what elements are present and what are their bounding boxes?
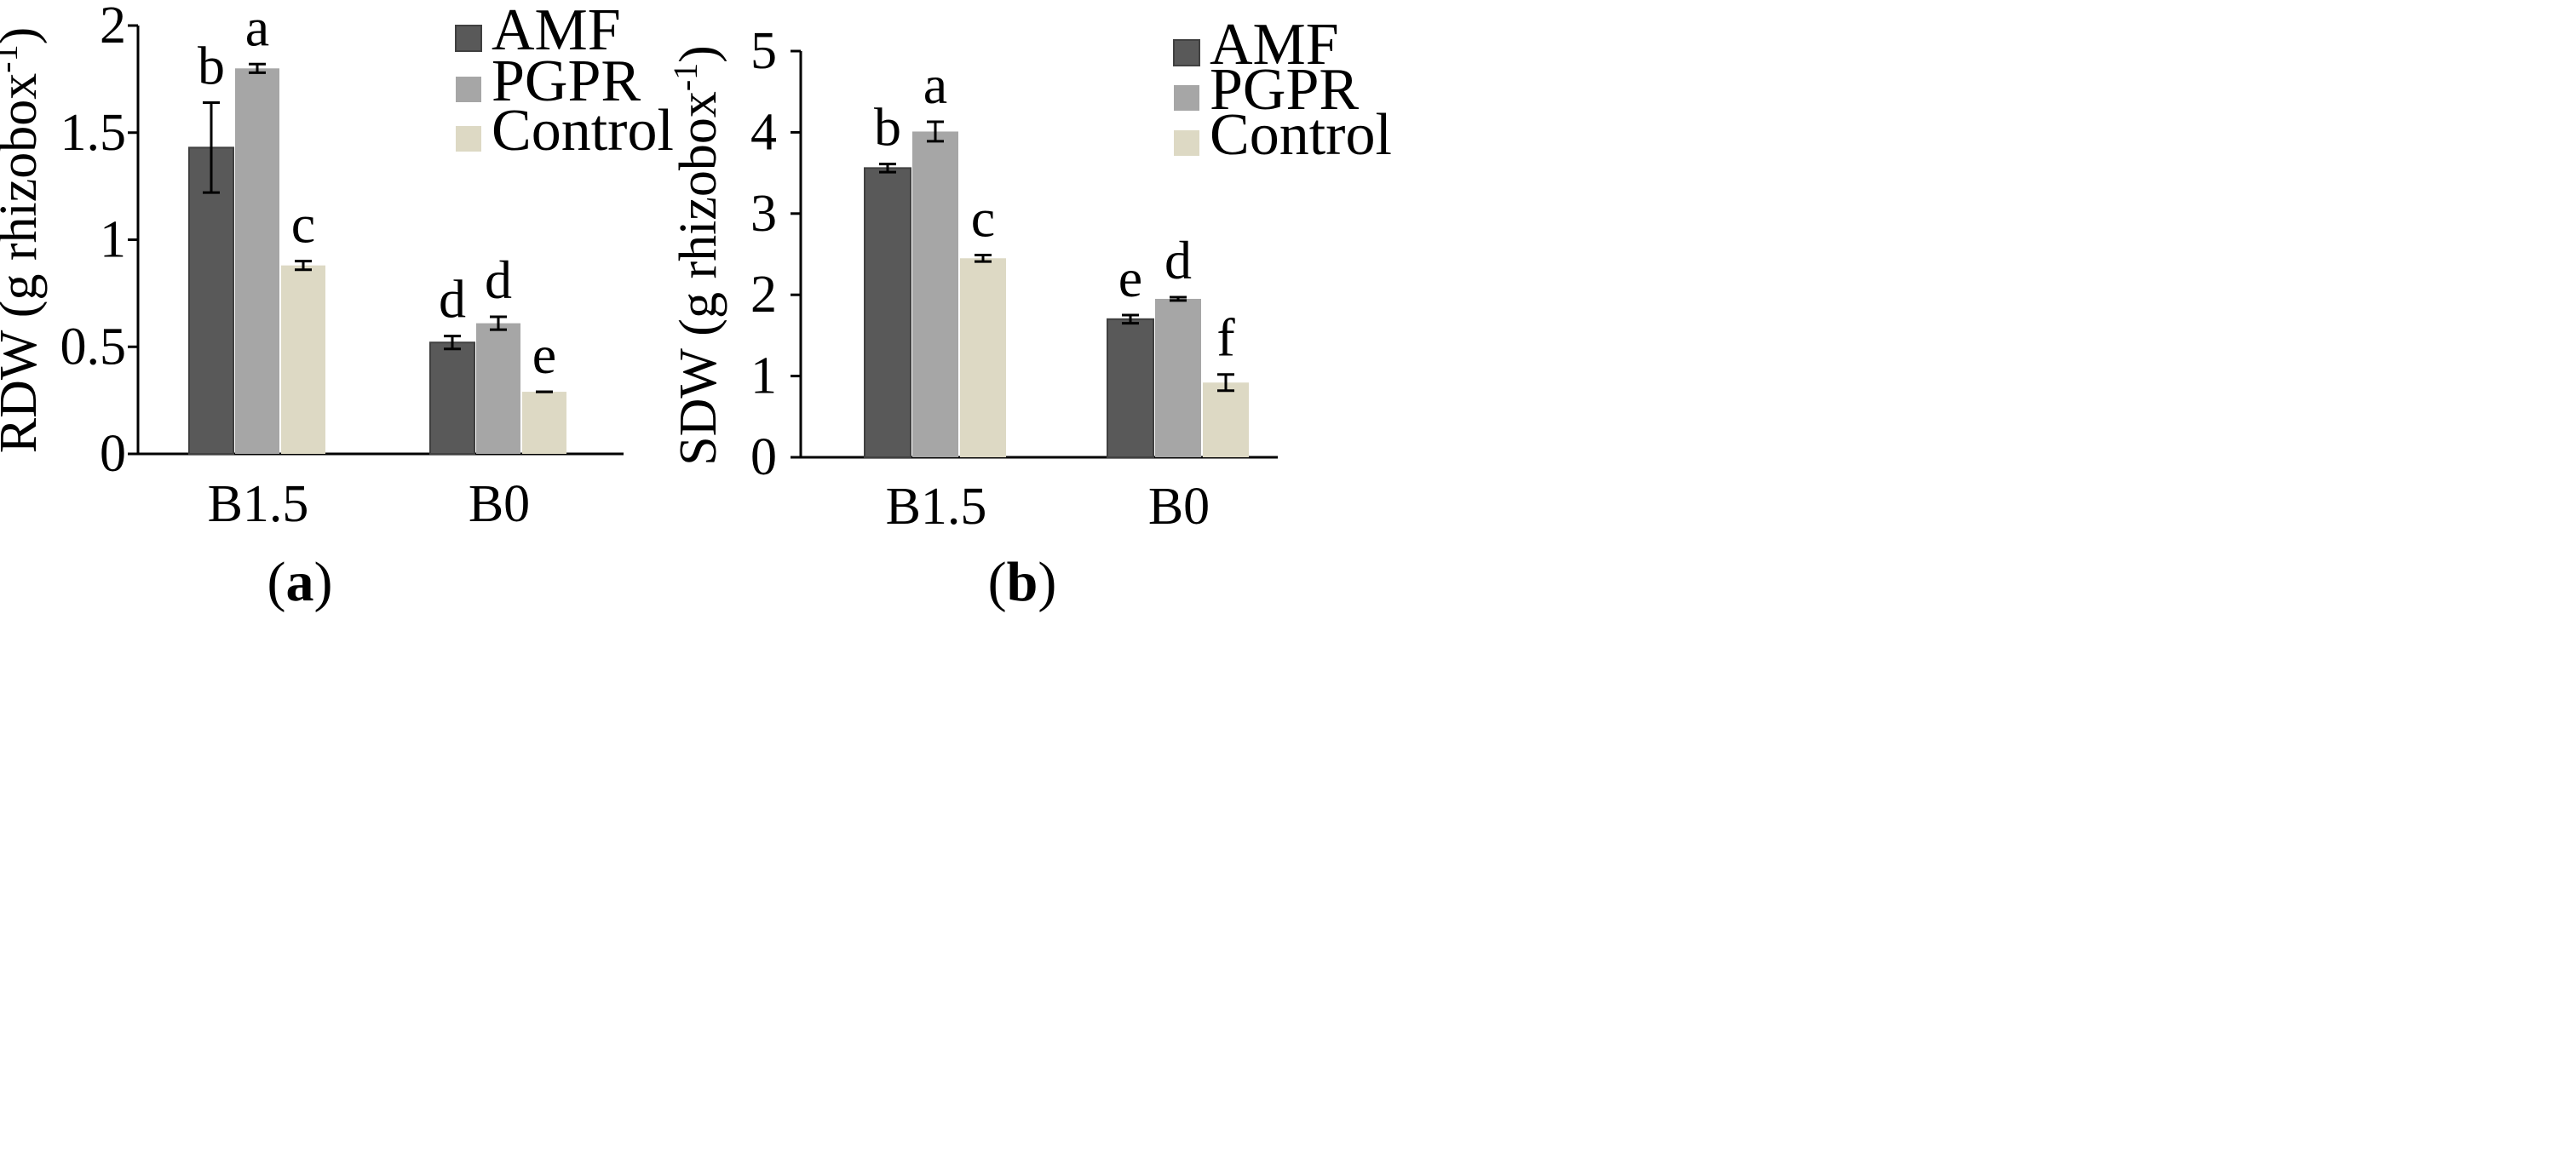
y-tick-label: 4 xyxy=(750,103,777,161)
significance-letter: d xyxy=(439,269,466,330)
bar-control-b0 xyxy=(1203,382,1249,457)
bar-control-b15 xyxy=(960,258,1006,457)
panel-label: (b) xyxy=(988,551,1057,613)
legend-label-pgpr: PGPR xyxy=(492,49,641,114)
y-tick-label: 0 xyxy=(750,428,777,486)
legend-label-pgpr: PGPR xyxy=(1210,57,1359,123)
panel-label: (a) xyxy=(267,551,333,613)
legend-swatch-control xyxy=(456,126,481,152)
chart-panel-b: 0 1 2 3 4 5 SDW (g rhizobox-1) ba c B1.5 e df B0 AMFP… xyxy=(666,12,1392,613)
legend-label-amf: AMF xyxy=(1210,12,1339,77)
significance-letter: a xyxy=(245,0,269,57)
bar-amf-b15 xyxy=(864,167,911,458)
bar-pgpr-b15 xyxy=(912,131,958,458)
y-tick-label: 3 xyxy=(750,185,777,243)
significance-letter: d xyxy=(1164,230,1192,290)
bar-pgpr-b0 xyxy=(476,323,520,454)
bar-amf-b0 xyxy=(429,341,475,455)
bar-control-b15 xyxy=(281,265,325,454)
significance-letter: c xyxy=(291,194,315,255)
legend-swatch-amf xyxy=(455,25,482,52)
y-tick-label: 1.5 xyxy=(60,104,127,162)
significance-letter: c xyxy=(971,187,995,248)
significance-letter: b xyxy=(198,36,225,96)
significance-letter: e xyxy=(532,324,556,385)
significance-letter: b xyxy=(874,97,901,158)
bar-pgpr-b15 xyxy=(235,68,279,455)
y-axis-label: RDW (g rhizobox-1) xyxy=(0,27,48,454)
legend-swatch-pgpr xyxy=(1174,85,1199,111)
legend-label-control: Control xyxy=(1210,102,1392,168)
y-tick-label: 5 xyxy=(750,22,777,80)
y-tick-label: 1 xyxy=(750,347,777,405)
y-tick-label: 0.5 xyxy=(60,318,127,376)
y-tick-label: 2 xyxy=(100,0,126,54)
y-tick-label: 0 xyxy=(100,425,126,483)
x-category-label: B1.5 xyxy=(886,478,987,536)
significance-letter: e xyxy=(1118,248,1142,308)
bar-pgpr-b0 xyxy=(1155,298,1201,457)
significance-letter: f xyxy=(1216,307,1235,368)
x-category-label: B1.5 xyxy=(208,475,309,533)
legend-label-control: Control xyxy=(492,98,674,163)
y-tick-label: 2 xyxy=(750,266,777,324)
legend-swatch-pgpr xyxy=(456,77,481,102)
y-axis-label: SDW (g rhizobox-1) xyxy=(666,45,727,466)
legend-swatch-amf xyxy=(1173,39,1200,66)
legend-swatch-control xyxy=(1174,130,1199,156)
bar-control-b0 xyxy=(522,392,566,454)
significance-letter: a xyxy=(923,54,947,115)
legend-label-amf: AMF xyxy=(492,0,621,63)
y-tick-label: 1 xyxy=(100,211,126,269)
x-category-label: B0 xyxy=(1148,478,1210,536)
bar-amf-b0 xyxy=(1107,318,1154,458)
x-category-label: B0 xyxy=(469,475,530,533)
significance-letter: d xyxy=(485,250,512,310)
